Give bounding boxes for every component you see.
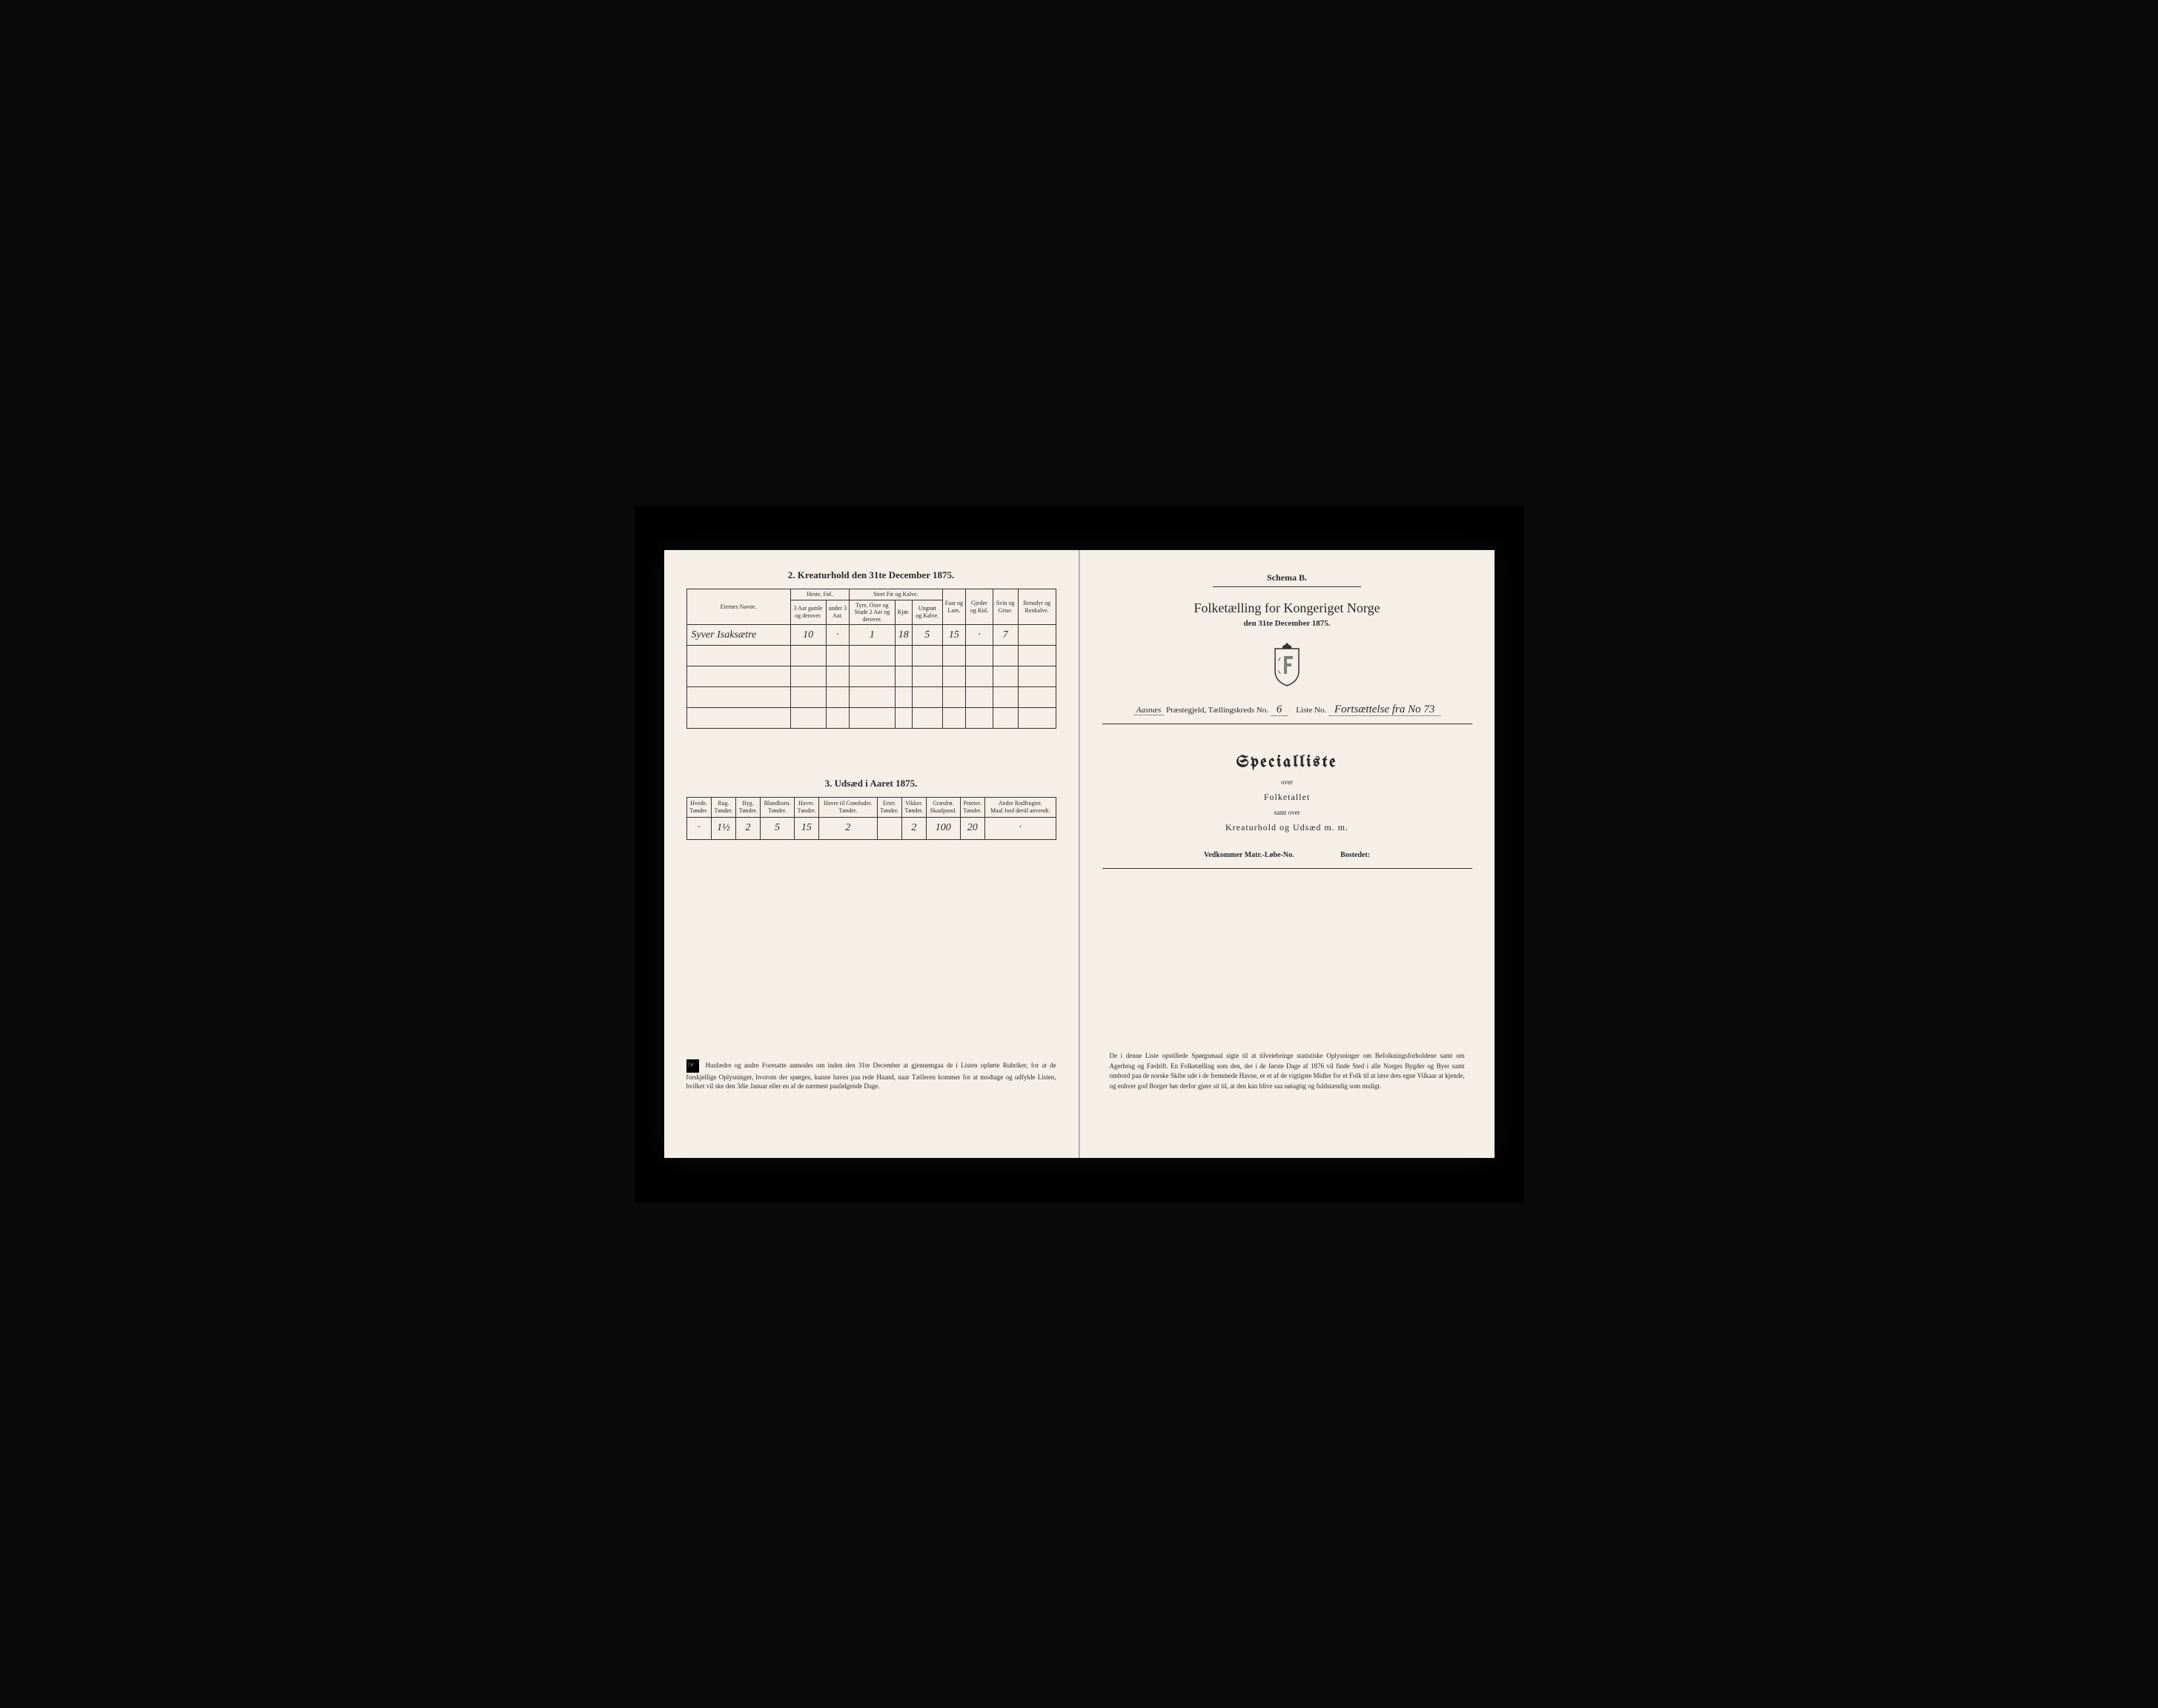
col-pig: Svin og Grise.	[993, 589, 1018, 625]
divider	[1102, 868, 1472, 869]
census-title: Folketælling for Kongeriget Norge	[1102, 600, 1472, 616]
footnote-text: Husfædre og andre Foresatte anmodes om i…	[686, 1062, 1056, 1090]
seed-cell: ·	[686, 817, 711, 839]
coat-of-arms-icon	[1268, 641, 1306, 687]
vedk-left: Vedkommer Matr.-Løbe-No.	[1204, 851, 1294, 859]
cell: 7	[993, 625, 1018, 646]
col-owner: Eiernes Navne.	[686, 589, 790, 625]
kreatur-table: Eiernes Navne. Heste, Føl. Stort Fæ og K…	[686, 589, 1056, 729]
right-footnote: De i denne Liste opstillede Spørgsmaal s…	[1110, 1051, 1465, 1091]
seed-col: Havre til Grønfoder.Tønder.	[819, 798, 877, 817]
col-horse-old: 3 Aar gamle og derover.	[790, 600, 826, 625]
vedk-right: Bostedet:	[1340, 851, 1370, 859]
liste-label: Liste No.	[1296, 706, 1326, 715]
cell: 18	[895, 625, 912, 646]
book-spread: 2. Kreaturhold den 31te December 1875. E…	[664, 550, 1495, 1158]
col-goat: Gjeder og Kid.	[966, 589, 993, 625]
seed-col: Poteter.Tønder.	[960, 798, 984, 817]
sub-kreatur: Kreaturhold og Udsæd m. m.	[1102, 822, 1472, 833]
col-horse-young: under 3 Aar.	[826, 600, 849, 625]
parish-line: Aasnæs Præstegjeld, Tællingskreds No. 6 …	[1102, 704, 1472, 716]
seed-col: Byg.Tønder.	[735, 798, 760, 817]
microfilm-frame: 2. Kreaturhold den 31te December 1875. E…	[635, 506, 1524, 1202]
col-cattle-young: Ungnøt og Kalve.	[912, 600, 942, 625]
col-cattle-bull: Tyre, Oxer og Stude 2 Aar og derover.	[850, 600, 896, 625]
seed-col: Hvede.Tønder.	[686, 798, 711, 817]
right-page: Schema B. Folketælling for Kongeriget No…	[1079, 550, 1495, 1158]
pointing-hand-icon: ☞	[686, 1059, 700, 1072]
seed-col: Erter.Tønder.	[877, 798, 901, 817]
cell	[1018, 625, 1056, 646]
seed-cell: 2	[735, 817, 760, 839]
seed-cell: 2	[901, 817, 926, 839]
cell: ·	[826, 625, 849, 646]
col-sheep: Faar og Lam.	[942, 589, 965, 625]
table-row-empty	[686, 708, 1056, 729]
liste-no: Fortsættelse fra No 73	[1328, 704, 1440, 716]
seed-cell: 100	[926, 817, 960, 839]
cell: 1	[850, 625, 896, 646]
sub-folketallet: Folketallet	[1102, 792, 1472, 803]
cell: 10	[790, 625, 826, 646]
col-group-cattle: Stort Fæ og Kalve.	[850, 589, 943, 600]
left-footnote: ☞ Husfædre og andre Foresatte anmodes om…	[686, 1059, 1056, 1091]
section3-title: 3. Udsæd i Aaret 1875.	[686, 778, 1056, 790]
seed-row: · 1½ 2 5 15 2 2 100 20 ·	[686, 817, 1056, 839]
seed-cell: 1½	[711, 817, 735, 839]
vedkommer-line: Vedkommer Matr.-Løbe-No. Bostedet:	[1102, 851, 1472, 859]
seed-cell	[877, 817, 901, 839]
seed-cell: 15	[794, 817, 818, 839]
table-row-empty	[686, 666, 1056, 687]
col-reindeer: Rensdyr og Renkalve.	[1018, 589, 1056, 625]
seed-cell: 20	[960, 817, 984, 839]
table-row-empty	[686, 646, 1056, 666]
seed-cell: 5	[761, 817, 795, 839]
sub-over: over	[1102, 778, 1472, 786]
col-cattle-cow: Kjør.	[895, 600, 912, 625]
seed-col: Vikker.Tønder.	[901, 798, 926, 817]
cell: 15	[942, 625, 965, 646]
left-page: 2. Kreaturhold den 31te December 1875. E…	[664, 550, 1079, 1158]
seed-table: Hvede.Tønder. Rug.Tønder. Byg.Tønder. Bl…	[686, 797, 1056, 839]
divider	[1213, 586, 1361, 587]
kreds-no: 6	[1271, 704, 1288, 716]
section2-title: 2. Kreaturhold den 31te December 1875.	[686, 569, 1056, 581]
cell-owner: Syver Isaksætre	[686, 625, 790, 646]
seed-cell: ·	[984, 817, 1056, 839]
specialliste-title: Specialliste	[1102, 754, 1472, 771]
seed-cell: 2	[819, 817, 877, 839]
seed-col: Andre Rodfrugter.Maal Jord dertil anvend…	[984, 798, 1056, 817]
seed-col: Græsfrø.Skaalpund.	[926, 798, 960, 817]
seed-col: Havre.Tønder.	[794, 798, 818, 817]
table-row: Syver Isaksætre 10 · 1 18 5 15 · 7	[686, 625, 1056, 646]
schema-label: Schema B.	[1102, 572, 1472, 583]
parish-prefix: Aasnæs	[1133, 706, 1165, 715]
seed-col: Blandkorn.Tønder.	[761, 798, 795, 817]
col-group-horses: Heste, Føl.	[790, 589, 850, 600]
parish-label: Præstegjeld, Tællingskreds No.	[1166, 706, 1268, 715]
sub-samt-over: samt over	[1102, 809, 1472, 816]
cell: ·	[966, 625, 993, 646]
cell: 5	[912, 625, 942, 646]
table-row-empty	[686, 687, 1056, 708]
census-date: den 31te December 1875.	[1102, 619, 1472, 628]
seed-col: Rug.Tønder.	[711, 798, 735, 817]
